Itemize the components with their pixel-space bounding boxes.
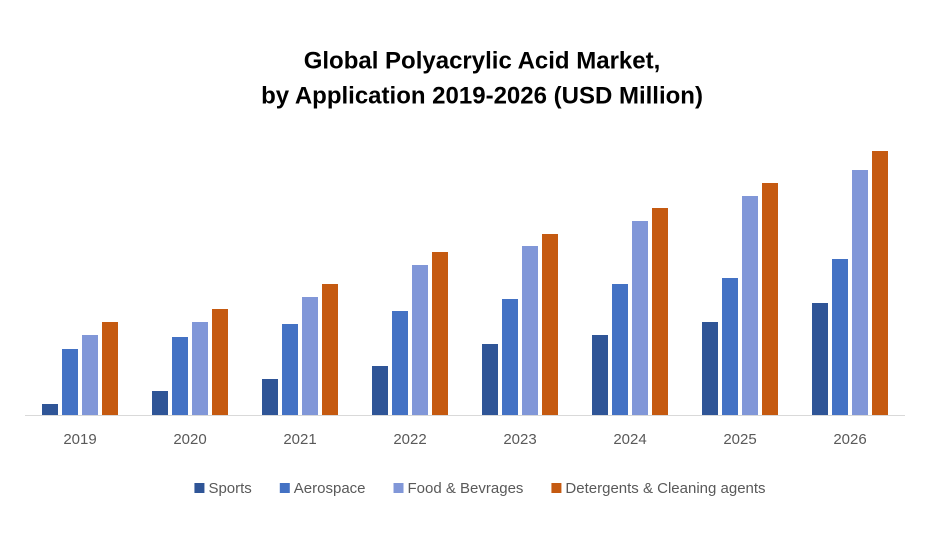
bar bbox=[652, 208, 668, 415]
bar bbox=[592, 335, 608, 415]
x-tick-label: 2020 bbox=[173, 431, 206, 448]
x-tick-label: 2023 bbox=[503, 431, 536, 448]
bar bbox=[482, 344, 498, 415]
bar bbox=[82, 335, 98, 415]
bar bbox=[852, 170, 868, 415]
bar bbox=[502, 299, 518, 415]
x-tick-label: 2024 bbox=[613, 431, 646, 448]
legend-swatch bbox=[194, 483, 205, 493]
x-tick-label: 2021 bbox=[283, 431, 316, 448]
bar bbox=[832, 259, 848, 415]
bar bbox=[762, 183, 778, 415]
bar bbox=[212, 309, 228, 415]
bar bbox=[432, 252, 448, 415]
bar bbox=[372, 366, 388, 415]
bar bbox=[262, 379, 278, 415]
bar bbox=[722, 278, 738, 415]
x-tick-label: 2026 bbox=[833, 431, 866, 448]
bar bbox=[282, 324, 298, 415]
legend-label: Aerospace bbox=[294, 480, 366, 497]
legend-swatch bbox=[551, 483, 562, 493]
bar bbox=[192, 322, 208, 415]
bar bbox=[412, 265, 428, 415]
bar bbox=[102, 322, 118, 415]
bar bbox=[42, 404, 58, 415]
legend-swatch bbox=[393, 483, 404, 493]
bar bbox=[172, 337, 188, 415]
bar bbox=[62, 349, 78, 415]
bar bbox=[542, 234, 558, 415]
legend-label: Food & Bevrages bbox=[408, 480, 524, 497]
chart-title: Global Polyacrylic Acid Market, bbox=[304, 47, 661, 74]
bar bbox=[392, 311, 408, 415]
bar bbox=[702, 322, 718, 415]
legend-swatch bbox=[279, 483, 290, 493]
bar bbox=[302, 297, 318, 415]
legend-label: Detergents & Cleaning agents bbox=[565, 480, 765, 497]
bar bbox=[872, 151, 888, 415]
x-tick-label: 2022 bbox=[393, 431, 426, 448]
legend-label: Sports bbox=[208, 480, 251, 497]
bar bbox=[522, 246, 538, 415]
x-tick-label: 2025 bbox=[723, 431, 756, 448]
bar bbox=[632, 221, 648, 415]
bar bbox=[742, 196, 758, 415]
bar bbox=[812, 303, 828, 415]
chart-title: by Application 2019-2026 (USD Million) bbox=[261, 82, 703, 109]
x-tick-label: 2019 bbox=[63, 431, 96, 448]
bar bbox=[612, 284, 628, 415]
bar bbox=[152, 391, 168, 415]
bar bbox=[322, 284, 338, 415]
